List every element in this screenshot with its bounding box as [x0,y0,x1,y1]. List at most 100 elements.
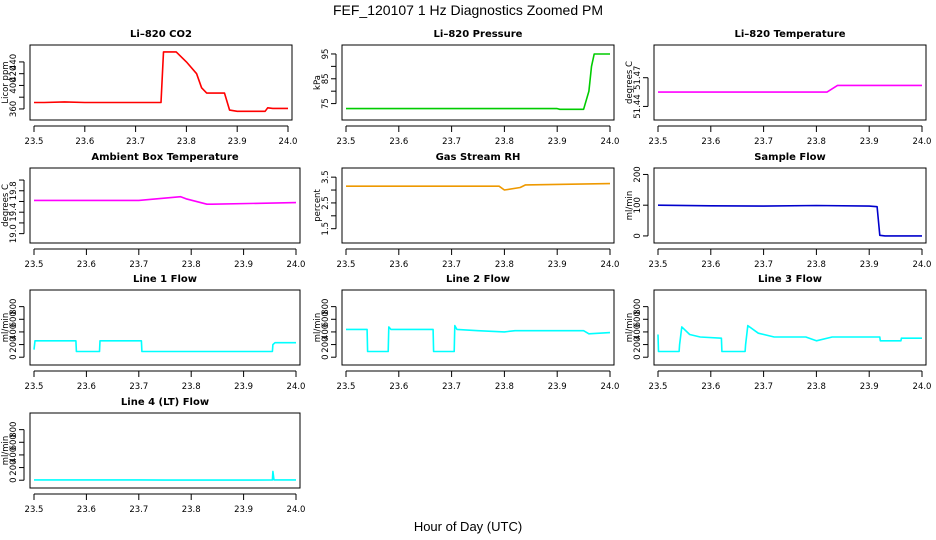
chart-6-x-tick-label: 23.6 [701,260,720,270]
chart-4-frame [29,167,301,244]
chart-5-y-tick-label: 2.5 [321,196,331,210]
chart-8-x-tick-label: 23.7 [442,382,461,392]
chart-5-y-tick-label: 3.5 [321,170,331,184]
chart-4-y-axis-label: degrees C [1,184,11,227]
chart-6-x-tick-label: 23.7 [754,260,773,270]
panel-9: Line 3 Flow 23.5 23.6 23.7 23.8 23.9 24.0 0 2004… [625,274,931,392]
chart-3-x-tick-label: 23.9 [860,137,879,147]
chart-8-y-tick-label: 600 [321,311,331,327]
chart-9-x-tick-label: 23.7 [754,382,773,392]
chart-1-x-tick-label: 23.7 [126,137,145,147]
chart-3-x-tick-label: 23.7 [754,137,773,147]
chart-3-y-axis-label: degrees C [625,61,635,104]
chart-3-x-tick-label: 23.6 [701,137,720,147]
figure-title: FEF_120107 1 Hz Diagnostics Zoomed PM [333,2,603,18]
panel-3: Li–820 Temperature 23.5 23.6 23.7 23.8 23.9 24… [625,29,931,147]
chart-9-series-1 [657,324,922,353]
chart-7-x-tick-label: 23.9 [234,382,253,392]
chart-6-x-tick-label: 23.5 [649,260,668,270]
panel-4: Ambient Box Temperature 23.5 23.6 23.7 23.8 2… [1,152,305,270]
chart-10-y-tick-label: 0 [9,477,19,482]
chart-10-y-tick-label: 400 [9,447,19,463]
chart-4-y-tick-label: 19.8 [9,181,19,200]
chart-5-x-tick-label: 23.5 [337,260,356,270]
chart-6-series-1 [657,204,922,237]
chart-1-title: Li–820 CO2 [130,29,192,40]
chart-10-title: Line 4 (LT) Flow [121,397,209,408]
chart-3-frame [653,44,927,121]
chart-10-series-1 [34,470,296,481]
chart-1-y-tick-label: 440 [9,54,19,70]
chart-1-x-tick-label: 23.6 [75,137,94,147]
chart-2-y-tick-label: 75 [321,98,331,109]
chart-10-x-tick-label: 23.5 [25,505,44,515]
chart-1-x-tick-label: 23.9 [228,137,247,147]
chart-1-y-tick-label: 400 [9,77,19,93]
chart-10-y-tick-label: 600 [9,434,19,450]
chart-10-x-tick-label: 24.0 [287,505,306,515]
chart-3-x-tick-label: 24.0 [913,137,932,147]
chart-3-y-tick-label: 51.44 [633,94,643,118]
chart-8-y-tick-label: 800 [321,299,331,315]
chart-9-x-tick-label: 23.6 [701,382,720,392]
chart-9-y-axis-label: ml/min [625,313,635,343]
panel-grid: Li–820 CO2 23.5 23.6 23.7 23.8 23.9 24.0 360 400… [1,29,931,515]
chart-8-x-tick-label: 23.9 [548,382,567,392]
chart-9-y-tick-label: 400 [633,324,643,340]
chart-9-y-tick-label: 200 [633,336,643,352]
panel-1: Li–820 CO2 23.5 23.6 23.7 23.8 23.9 24.0 360 400… [1,29,297,147]
chart-8-y-tick-label: 200 [321,336,331,352]
chart-10-x-tick-label: 23.7 [129,505,148,515]
chart-5-title: Gas Stream RH [436,152,521,163]
chart-2-x-tick-label: 23.7 [442,137,461,147]
chart-9-y-tick-label: 600 [633,311,643,327]
chart-6-y-tick-label: 200 [633,166,643,182]
chart-10-y-tick-label: 200 [9,459,19,475]
chart-1-x-tick-label: 23.5 [25,137,44,147]
chart-8-title: Line 2 Flow [446,274,510,285]
chart-1-x-tick-label: 24.0 [279,137,298,147]
chart-7-x-tick-label: 23.6 [77,382,96,392]
chart-7-y-axis-label: ml/min [1,313,11,343]
chart-2-x-tick-label: 23.9 [548,137,567,147]
chart-6-x-tick-label: 23.9 [860,260,879,270]
panel-7: Line 1 Flow 23.5 23.6 23.7 23.8 23.9 24.0 0 2004… [1,274,305,392]
chart-3-series-1 [658,84,922,93]
chart-8-frame [341,289,615,366]
chart-2-series-1 [346,53,610,111]
chart-7-y-tick-label: 200 [9,336,19,352]
chart-5-x-tick-label: 23.9 [548,260,567,270]
chart-4-x-tick-label: 23.9 [234,260,253,270]
chart-7-x-tick-label: 24.0 [287,382,306,392]
chart-6-y-axis-label: ml/min [625,191,635,221]
chart-9-x-tick-label: 23.9 [860,382,879,392]
chart-7-frame [29,289,301,366]
chart-9-y-tick-label: 800 [633,299,643,315]
chart-5-x-tick-label: 23.7 [442,260,461,270]
chart-2-x-tick-label: 24.0 [601,137,620,147]
panel-6: Sample Flow 23.5 23.6 23.7 23.8 23.9 24.0 0 100 2… [625,152,931,270]
chart-2-y-axis-label: kPa [313,75,323,90]
chart-2-frame [341,44,615,121]
chart-2-title: Li–820 Pressure [434,29,523,40]
chart-1-y-tick-label: 360 [9,101,19,117]
chart-8-y-tick-label: 0 [321,354,331,359]
chart-9-x-tick-label: 23.8 [807,382,826,392]
panel-2: Li–820 Pressure 23.5 23.6 23.7 23.8 23.9 24.0 7… [313,29,619,147]
chart-7-y-tick-label: 600 [9,311,19,327]
chart-2-y-tick-label: 95 [321,49,331,60]
chart-8-x-tick-label: 24.0 [601,382,620,392]
chart-2-x-tick-label: 23.8 [495,137,514,147]
panel-10: Line 4 (LT) Flow 23.5 23.6 23.7 23.8 23.9 24.0… [1,397,305,515]
panel-5: Gas Stream RH 23.5 23.6 23.7 23.8 23.9 24.0 1.5… [313,152,619,270]
chart-2-x-tick-label: 23.5 [337,137,356,147]
chart-4-x-tick-label: 23.5 [25,260,44,270]
chart-4-title: Ambient Box Temperature [91,152,238,163]
chart-7-y-tick-label: 400 [9,324,19,340]
chart-7-x-tick-label: 23.7 [129,382,148,392]
chart-9-y-tick-label: 0 [633,354,643,359]
chart-7-y-tick-label: 0 [9,354,19,359]
chart-8-series-1 [346,324,611,353]
chart-7-x-tick-label: 23.5 [25,382,44,392]
chart-3-x-tick-label: 23.8 [807,137,826,147]
